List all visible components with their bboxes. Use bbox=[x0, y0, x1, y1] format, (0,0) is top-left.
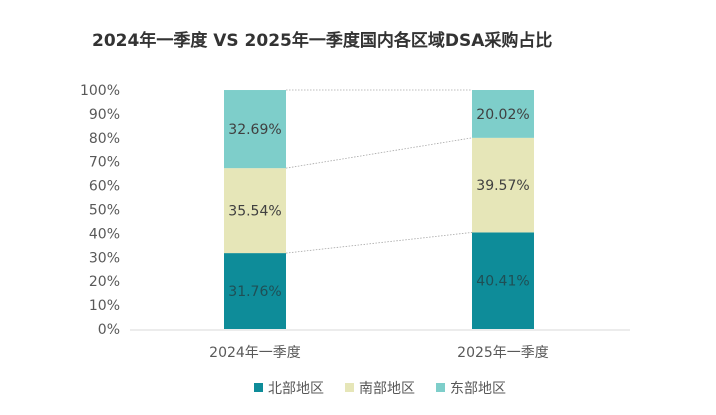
bar-segment bbox=[224, 90, 286, 169]
chart-title: 2024年一季度 VS 2025年一季度国内各区域DSA采购占比 bbox=[92, 31, 553, 51]
y-tick-label: 10% bbox=[89, 298, 120, 314]
data-label: 31.76% bbox=[228, 284, 281, 300]
data-label: 39.57% bbox=[476, 178, 529, 194]
legend-swatch bbox=[254, 383, 263, 392]
y-tick-label: 30% bbox=[89, 250, 120, 266]
legend-label: 东部地区 bbox=[450, 381, 506, 397]
y-tick-label: 80% bbox=[89, 131, 120, 147]
data-label: 40.41% bbox=[476, 274, 529, 290]
series-connector-line bbox=[285, 232, 473, 254]
bar-segment bbox=[472, 90, 534, 138]
legend-label: 北部地区 bbox=[268, 381, 324, 397]
data-label: 20.02% bbox=[476, 107, 529, 123]
legend-label: 南部地区 bbox=[359, 381, 415, 397]
y-tick-label: 100% bbox=[80, 83, 120, 99]
bar-segment bbox=[472, 232, 534, 329]
legend-swatch bbox=[345, 383, 354, 392]
bar-segment bbox=[224, 168, 286, 254]
y-tick-label: 20% bbox=[89, 274, 120, 290]
y-tick-label: 60% bbox=[89, 179, 120, 195]
y-tick-label: 50% bbox=[89, 203, 120, 219]
y-tick-label: 40% bbox=[89, 226, 120, 242]
data-label: 35.54% bbox=[228, 204, 281, 220]
legend-swatch bbox=[436, 383, 445, 392]
y-tick-label: 90% bbox=[89, 107, 120, 123]
data-label: 32.69% bbox=[228, 122, 281, 138]
bar-segment bbox=[472, 137, 534, 233]
x-tick-label: 2025年一季度 bbox=[457, 345, 549, 361]
y-tick-label: 70% bbox=[89, 155, 120, 171]
x-tick-label: 2024年一季度 bbox=[209, 345, 301, 361]
bar-segment bbox=[224, 253, 286, 329]
series-connector-line bbox=[285, 137, 473, 169]
y-tick-label: 0% bbox=[98, 322, 120, 338]
